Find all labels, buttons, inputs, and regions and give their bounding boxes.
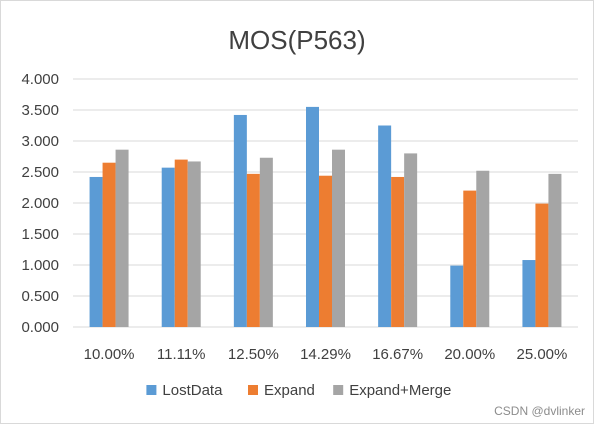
legend: LostData Expand Expand+Merge xyxy=(146,382,451,399)
x-tick-label: 25.00% xyxy=(516,346,567,363)
y-tick-label: 3.500 xyxy=(21,102,59,119)
bar-expand-merge-1 xyxy=(187,161,201,327)
bar-expand-merge-2 xyxy=(259,157,273,327)
x-axis-ticks: 10.00% 11.11% 12.50% 14.29% 16.67% 20.00% 25.0… xyxy=(84,346,568,363)
y-tick-label: 0.000 xyxy=(21,319,59,336)
watermark: CSDN @dvlinker xyxy=(494,404,585,418)
y-tick-label: 2.000 xyxy=(21,195,59,212)
legend-label: Expand+Merge xyxy=(349,382,451,399)
bar-expand-merge-3 xyxy=(332,149,345,327)
bar-lostdata-3 xyxy=(306,106,319,328)
bar-expand-2 xyxy=(246,173,260,327)
legend-swatch-expand xyxy=(248,385,258,395)
legend-swatch-lostdata xyxy=(146,385,157,395)
y-tick-label: 1.500 xyxy=(21,226,59,243)
bar-lostdata-2 xyxy=(233,114,247,328)
legend-label: Expand xyxy=(264,382,315,399)
y-tick-label: 0.500 xyxy=(21,288,59,305)
x-tick-label: 10.00% xyxy=(84,346,135,363)
bar-lostdata-5 xyxy=(450,265,464,327)
legend-label: LostData xyxy=(162,382,223,399)
x-tick-label: 12.50% xyxy=(228,346,279,363)
legend-swatch-expand-merge xyxy=(333,385,344,395)
y-tick-label: 2.500 xyxy=(21,164,59,181)
bar-expand-0 xyxy=(102,162,116,327)
bar-lostdata-0 xyxy=(89,176,103,327)
y-tick-label: 3.000 xyxy=(21,133,59,150)
bar-expand-6 xyxy=(535,203,549,327)
y-tick-label: 1.000 xyxy=(21,257,59,274)
bar-lostdata-1 xyxy=(161,167,175,327)
bar-lostdata-4 xyxy=(378,125,392,327)
x-tick-label: 14.29% xyxy=(300,346,351,363)
bar-expand-4 xyxy=(391,176,405,327)
chart-title: MOS(P563) xyxy=(228,25,365,55)
bar-expand-merge-6 xyxy=(548,173,562,327)
bar-expand-merge-5 xyxy=(476,170,490,327)
x-tick-label: 16.67% xyxy=(372,346,423,363)
x-tick-label: 20.00% xyxy=(444,346,495,363)
y-axis-ticks: 0.000 0.500 1.000 1.500 2.000 2.500 3.000 3.500… xyxy=(21,71,59,336)
bar-expand-merge-4 xyxy=(404,153,418,327)
bar-expand-5 xyxy=(463,190,477,327)
x-tick-label: 11.11% xyxy=(157,346,206,363)
bar-lostdata-6 xyxy=(522,260,536,327)
bar-expand-1 xyxy=(174,159,188,327)
y-tick-label: 4.000 xyxy=(21,71,59,88)
bars xyxy=(89,106,562,328)
bar-expand-merge-0 xyxy=(115,149,129,327)
bar-expand-3 xyxy=(319,175,332,327)
